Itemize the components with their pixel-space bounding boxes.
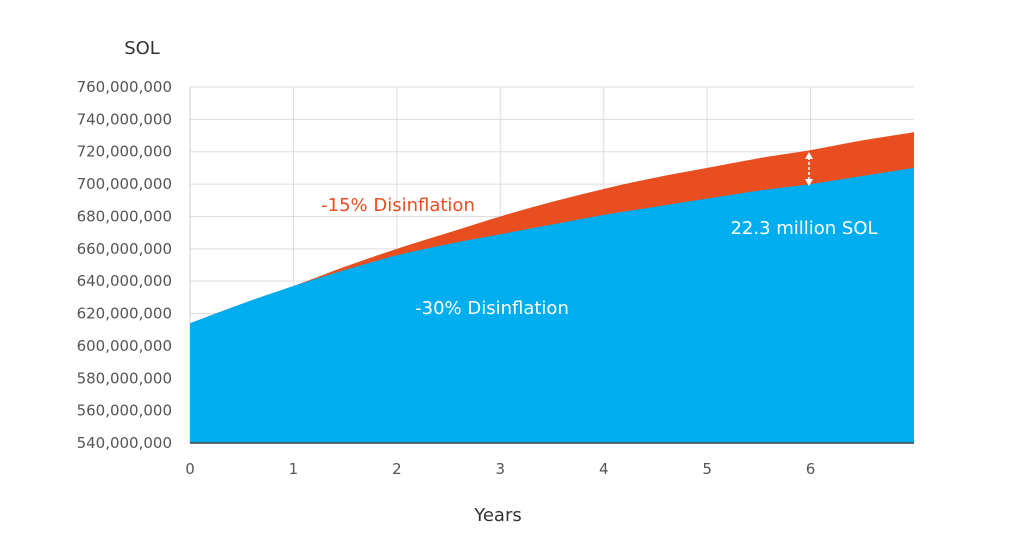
- y-tick-label: 660,000,000: [77, 240, 172, 258]
- y-tick-label: 560,000,000: [77, 402, 172, 420]
- y-axis-title: SOL: [124, 38, 160, 59]
- x-axis-ticks: 0 1 2 3 4 5 6: [185, 460, 815, 478]
- y-tick-label: 620,000,000: [77, 305, 172, 323]
- x-tick-label: 3: [496, 460, 506, 478]
- y-tick-label: 760,000,000: [77, 78, 172, 96]
- x-tick-label: 1: [289, 460, 299, 478]
- x-tick-label: 2: [392, 460, 402, 478]
- x-axis-title: Years: [473, 505, 522, 526]
- y-tick-label: 740,000,000: [77, 110, 172, 128]
- x-tick-label: 0: [185, 460, 195, 478]
- annotation-15-disinflation: -15% Disinflation: [321, 195, 475, 216]
- annotation-gap-label: 22.3 million SOL: [730, 218, 877, 239]
- y-tick-label: 720,000,000: [77, 143, 172, 161]
- y-axis-ticks: 540,000,000 560,000,000 580,000,000 600,000…: [77, 78, 172, 452]
- y-tick-label: 580,000,000: [77, 369, 172, 387]
- y-tick-label: 680,000,000: [77, 207, 172, 225]
- area-30-disinflation: [190, 167, 914, 443]
- x-tick-label: 4: [599, 460, 609, 478]
- annotation-30-disinflation: -30% Disinflation: [415, 298, 569, 319]
- y-tick-label: 640,000,000: [77, 272, 172, 290]
- x-tick-label: 6: [806, 460, 816, 478]
- x-tick-label: 5: [702, 460, 712, 478]
- y-tick-label: 700,000,000: [77, 175, 172, 193]
- gap-double-arrow-icon: [805, 152, 813, 186]
- y-tick-label: 540,000,000: [77, 434, 172, 452]
- area-series: [190, 132, 914, 444]
- y-tick-label: 600,000,000: [77, 337, 172, 355]
